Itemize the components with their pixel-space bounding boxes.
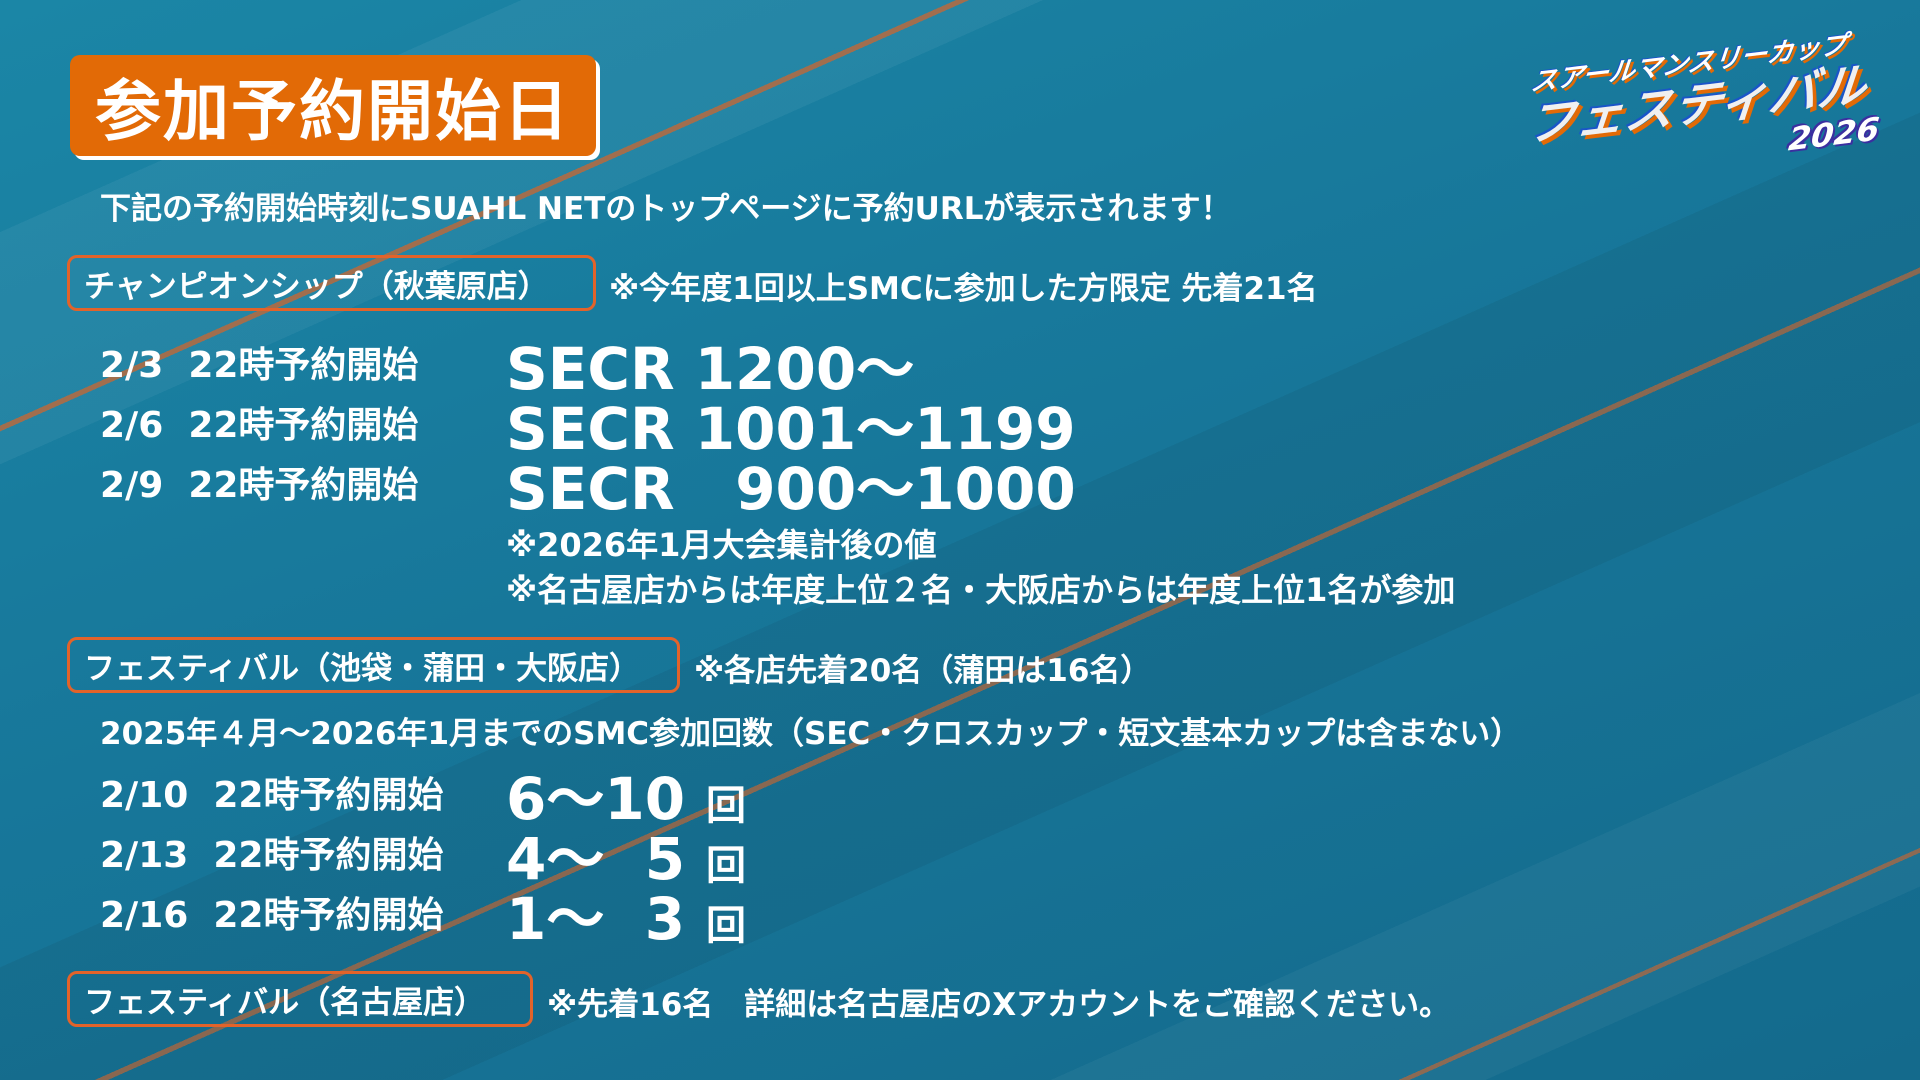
nagoya-note: ※先着16名 詳細は名古屋店のXアカウントをご確認ください。 [547, 987, 1451, 1023]
schedule-date: 2/13 22時予約開始 [100, 835, 444, 876]
schedule-value: 4～ 5 回 [506, 812, 746, 896]
schedule-value: 6～10 回 [506, 752, 746, 836]
subtitle: 下記の予約開始時刻にSUAHL NETのトップページに予約URLが表示されます！ [100, 191, 1232, 227]
championship-footnote: ※名古屋店からは年度上位２名・大阪店からは年度上位1名が参加 [506, 571, 1456, 609]
page-title: 参加予約開始日 [70, 55, 596, 156]
schedule-value: SECR 1001～1199 [506, 395, 1076, 463]
schedule-value: 1～ 3 回 [506, 872, 746, 956]
championship-label: チャンピオンシップ（秋葉原店） [67, 255, 596, 311]
count-range: 4～ 5 [506, 825, 686, 893]
schedule-date: 2/6 22時予約開始 [100, 405, 419, 446]
championship-footnote: ※2026年1月大会集計後の値 [506, 526, 937, 564]
schedule-date: 2/10 22時予約開始 [100, 775, 444, 816]
count-unit: 回 [706, 903, 746, 949]
festival-note: ※各店先着20名（蒲田は16名） [694, 653, 1152, 689]
schedule-value: SECR 900～1000 [506, 455, 1076, 523]
count-unit: 回 [706, 783, 746, 829]
schedule-date: 2/3 22時予約開始 [100, 345, 419, 386]
festival-desc: 2025年４月～2026年1月までのSMC参加回数（SEC・クロスカップ・短文基… [100, 716, 1522, 752]
schedule-date: 2/16 22時予約開始 [100, 895, 444, 936]
count-unit: 回 [706, 843, 746, 889]
count-range: 6～10 [506, 765, 686, 833]
nagoya-label: フェスティバル（名古屋店） [67, 971, 533, 1027]
championship-note: ※今年度1回以上SMCに参加した方限定 先着21名 [609, 271, 1318, 307]
festival-label: フェスティバル（池袋・蒲田・大阪店） [67, 637, 680, 693]
schedule-value: SECR 1200～ [506, 335, 915, 403]
count-range: 1～ 3 [506, 885, 686, 953]
event-logo: スアールマンスリーカップ フェスティバル 2026 [1521, 23, 1909, 190]
schedule-date: 2/9 22時予約開始 [100, 465, 419, 506]
